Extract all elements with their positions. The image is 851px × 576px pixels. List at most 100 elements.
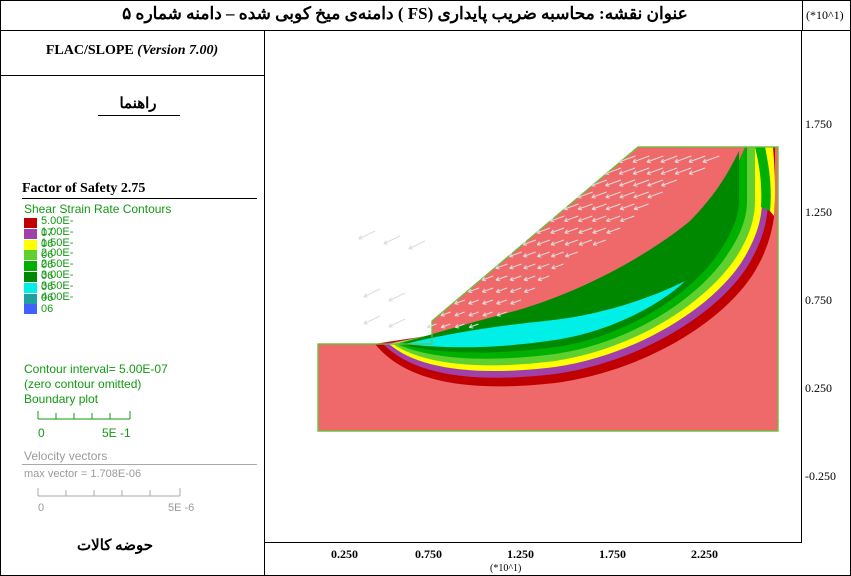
velocity-vector: [522, 251, 536, 258]
velocity-vector: [660, 155, 678, 164]
x-axis-scale-label: (*10^1): [490, 563, 522, 574]
velocity-vector: [618, 167, 636, 175]
program-header: FLAC/SLOPE (Version 7.00): [0, 31, 264, 76]
max-vector: max vector = 1.708E-06: [24, 468, 142, 480]
velocity-vector: [363, 315, 381, 325]
basin-label: حوضه کالات: [77, 538, 153, 554]
velocity-vector: [578, 239, 593, 246]
contour-swatch: [24, 228, 37, 239]
velocity-vector: [454, 299, 466, 305]
velocity-vector: [509, 275, 522, 282]
velocity-vector: [522, 239, 537, 246]
velocity-vector: [591, 191, 607, 199]
contour-swatch: [24, 304, 37, 315]
contour-title: Shear Strain Rate Contours: [24, 202, 172, 216]
velocity-vector: [688, 155, 706, 164]
sliding-mass: [432, 147, 735, 322]
velocity-vector: [536, 239, 551, 246]
contour-swatch: [24, 250, 37, 261]
velocity-vector: [537, 275, 550, 282]
boundary-scale-start: 0: [38, 426, 45, 440]
velocity-vector: [537, 263, 550, 270]
velocity-vector: [619, 179, 636, 187]
slope-plot: [317, 146, 779, 432]
contour-label: 2.00E-06: [41, 247, 74, 272]
velocity-vector: [646, 167, 664, 175]
velocity-vector: [661, 179, 678, 187]
contour-label: 5.00E-07: [41, 215, 74, 239]
velocity-vector: [551, 263, 564, 270]
velocity-vector: [496, 299, 508, 305]
factor-of-safety-divider: [22, 198, 257, 199]
velocity-vector: [592, 227, 607, 234]
velocity-vector: [523, 287, 536, 294]
velocity-vector: [550, 239, 565, 246]
velocity-vector: [592, 239, 607, 246]
velocity-vector: [482, 299, 494, 305]
velocity-vector: [564, 227, 579, 234]
boundary-scale-end: 5E -1: [102, 426, 131, 440]
velocity-vector: [508, 251, 522, 258]
velocity-vector: [674, 167, 692, 175]
velocity-vector: [509, 287, 522, 294]
velocity-vector: [440, 311, 451, 317]
velocity-vector: [426, 323, 437, 329]
velocity-vector: [619, 203, 635, 211]
velocity-scale-bar: [37, 488, 181, 497]
x-tick-label: 2.250: [691, 547, 718, 561]
velocity-vector: [632, 155, 650, 164]
plot-title: عنوان نقشه: محاسبه ضریب پایداری (FS ) دا…: [122, 4, 688, 23]
velocity-vectors: [358, 155, 720, 329]
factor-of-safety: Factor of Safety 2.75: [22, 181, 146, 196]
y-tick-label: 0.250: [805, 381, 832, 395]
x-tick-label: 0.750: [415, 547, 442, 561]
velocity-vector: [618, 155, 636, 164]
contour-right-edge-yellow: [765, 147, 776, 216]
contour-label: 1.50E-06: [41, 236, 74, 261]
contour-band-cyan: [405, 281, 685, 348]
velocity-vector: [633, 179, 650, 187]
contour-label: 4.00E-06: [41, 290, 74, 315]
velocity-vector: [550, 227, 565, 234]
velocity-vector: [408, 240, 426, 250]
velocity-scale-start: 0: [38, 502, 45, 514]
contour-label: 3.50E-06: [41, 279, 74, 304]
velocity-vector: [468, 299, 480, 305]
velocity-vector: [383, 235, 401, 245]
velocity-vector: [591, 203, 607, 211]
velocity-title: Velocity vectors: [24, 449, 108, 463]
velocity-vector: [578, 215, 593, 223]
contour-label: 2.50E-06: [41, 258, 74, 283]
velocity-vector: [482, 311, 493, 317]
x-tick-label: 1.750: [599, 547, 626, 561]
velocity-vector: [688, 167, 706, 175]
y-axis-scale-label: (*10^1): [806, 8, 844, 22]
velocity-vector: [633, 191, 649, 199]
contour-label: 1.00E-06: [41, 225, 74, 250]
velocity-vector: [605, 179, 622, 187]
contour-label: 3.00E-06: [41, 268, 74, 293]
velocity-vector: [563, 203, 579, 211]
velocity-vector: [577, 191, 593, 199]
velocity-vector: [523, 275, 536, 282]
velocity-vector: [606, 227, 621, 234]
velocity-vector: [454, 311, 465, 317]
velocity-vector: [496, 311, 507, 317]
velocity-vector: [564, 215, 579, 223]
velocity-scale-end: 5E -6: [168, 502, 195, 514]
velocity-vector: [647, 191, 663, 199]
contour-swatch: [24, 293, 37, 304]
velocity-vector: [702, 155, 720, 164]
contour-swatch: [24, 239, 37, 250]
legend-title: راهنما: [119, 96, 157, 112]
velocity-vector: [646, 155, 664, 164]
velocity-vector: [363, 288, 381, 298]
velocity-vector: [440, 323, 451, 329]
velocity-vector: [605, 191, 621, 199]
velocity-vector: [592, 215, 607, 223]
contour-swatch: [24, 282, 37, 293]
velocity-vector: [564, 239, 579, 246]
velocity-vector: [481, 287, 494, 294]
velocity-vector: [536, 251, 550, 258]
y-tick-label: -0.250: [805, 469, 836, 483]
